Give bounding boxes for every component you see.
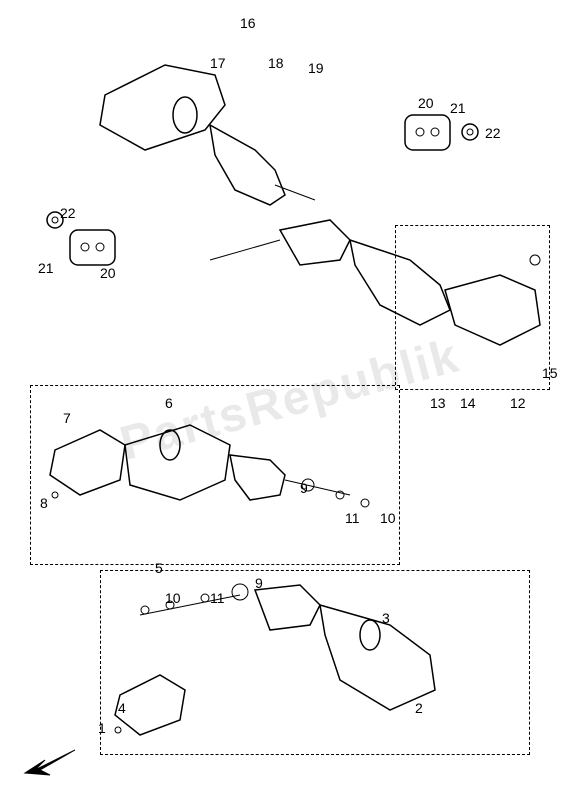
callout-15: 15 (542, 365, 558, 381)
dashed-box-2 (395, 225, 550, 390)
flasher-top-left (75, 55, 325, 215)
callout-10: 10 (380, 510, 396, 526)
callout-18: 18 (268, 55, 284, 71)
callout-6: 6 (165, 395, 173, 411)
callout-7: 7 (63, 410, 71, 426)
parts-diagram: PartsRepublik (0, 0, 580, 800)
callout-3: 3 (382, 610, 390, 626)
callout-14: 14 (460, 395, 476, 411)
callout-20: 20 (418, 95, 434, 111)
callout-4: 4 (118, 700, 126, 716)
callout-2: 2 (415, 700, 423, 716)
callout-5: 5 (155, 560, 163, 576)
callout-10: 10 (165, 590, 181, 606)
callout-12: 12 (510, 395, 526, 411)
callout-22: 22 (485, 125, 501, 141)
callout-9: 9 (300, 480, 308, 496)
callout-16: 16 (240, 15, 256, 31)
callout-22: 22 (60, 205, 76, 221)
dashed-box-0 (30, 385, 400, 565)
callout-21: 21 (450, 100, 466, 116)
callout-19: 19 (308, 60, 324, 76)
callout-8: 8 (40, 495, 48, 511)
callout-13: 13 (430, 395, 446, 411)
callout-17: 17 (210, 55, 226, 71)
callout-11: 11 (210, 590, 225, 606)
bracket-top-right (395, 100, 495, 170)
callout-1: 1 (98, 720, 106, 736)
direction-arrow (20, 745, 90, 785)
callout-9: 9 (255, 575, 263, 591)
callout-11: 11 (345, 510, 360, 526)
callout-20: 20 (100, 265, 116, 281)
callout-21: 21 (38, 260, 54, 276)
